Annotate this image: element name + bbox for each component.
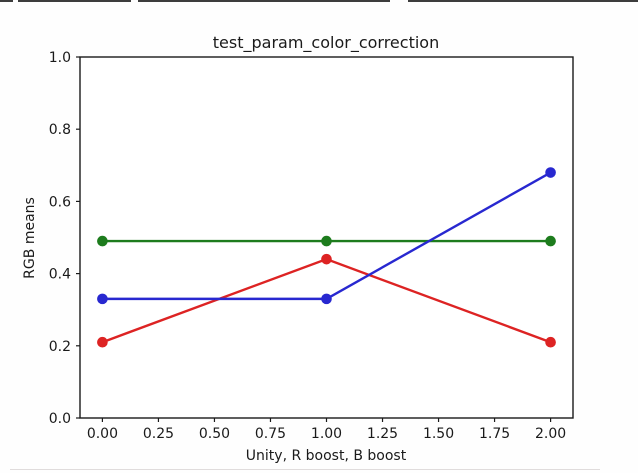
data-point-blue-channel-mean — [545, 167, 556, 178]
y-tick-label: 0.4 — [49, 267, 71, 283]
data-point-green-channel-mean — [321, 235, 332, 247]
plot-area — [79, 56, 574, 419]
data-point-blue-channel-mean — [97, 293, 108, 305]
x-tick-label: 1.25 — [367, 426, 398, 442]
x-axis-ticks: 0.00 0.25 0.50 0.75 1.00 1.25 1.50 1.75 2.00 — [87, 418, 566, 442]
x-tick-label: 2.00 — [535, 426, 566, 442]
data-point-red-channel-mean — [321, 253, 332, 265]
y-tick-label: 0.2 — [49, 339, 71, 355]
y-tick-label: 0.8 — [49, 122, 71, 138]
data-point-blue-channel-mean — [321, 293, 332, 305]
x-tick-label: 0.00 — [87, 426, 118, 442]
x-tick-label: 1.50 — [423, 426, 454, 442]
data-point-green-channel-mean — [97, 235, 108, 247]
y-tick-label: 0.0 — [49, 411, 71, 427]
y-axis-ticks: 0.0 0.2 0.4 0.6 0.8 1.0 — [49, 50, 80, 427]
x-tick-label: 0.50 — [199, 426, 230, 442]
chart-title: test_param_color_correction — [213, 33, 439, 53]
data-point-red-channel-mean — [97, 336, 108, 348]
x-tick-label: 0.75 — [255, 426, 286, 442]
x-tick-label: 1.00 — [311, 426, 342, 442]
y-tick-label: 1.0 — [49, 50, 71, 66]
data-point-red-channel-mean — [545, 336, 556, 348]
y-axis-label: RGB means — [22, 197, 38, 279]
x-tick-label: 0.25 — [143, 426, 174, 442]
data-point-green-channel-mean — [545, 235, 556, 247]
y-tick-label: 0.6 — [49, 194, 71, 210]
x-tick-label: 1.75 — [479, 426, 510, 442]
x-axis-label: Unity, R boost, B boost — [246, 448, 407, 464]
data-series — [97, 167, 556, 348]
